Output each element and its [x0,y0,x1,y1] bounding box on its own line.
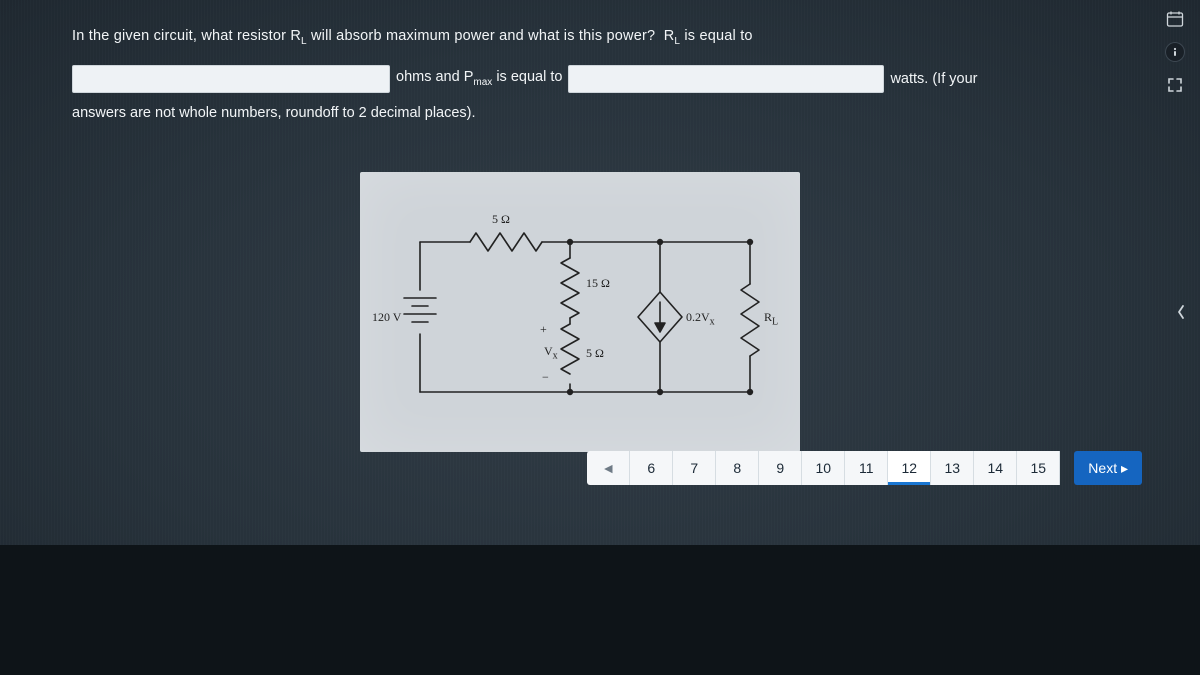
pager-7[interactable]: 7 [673,451,716,485]
label-vx: Vx [544,344,558,361]
question-line-3: answers are not whole numbers, roundoff … [72,105,1140,121]
pager-6[interactable]: 6 [630,451,673,485]
next-button[interactable]: Next ▸ [1074,451,1142,485]
question-block: In the given circuit, what resistor RL w… [72,28,1140,121]
label-rl: RL [764,310,778,327]
question-line-1: In the given circuit, what resistor RL w… [72,28,1140,47]
mid-text: ohms and Pmax is equal to [396,69,562,88]
collapse-chevron-icon[interactable] [1176,304,1186,325]
pager-prev[interactable]: ◄ [587,451,630,485]
screen: In the given circuit, what resistor RL w… [0,0,1200,675]
label-r15: 15 Ω [586,276,610,291]
pager-10[interactable]: 10 [802,451,845,485]
pager-13[interactable]: 13 [931,451,974,485]
bottom-band [0,545,1200,675]
side-toolbar [1160,8,1190,96]
expand-icon[interactable] [1164,74,1186,96]
question-text-1: In the given circuit, what resistor RL w… [72,28,753,44]
pager-15[interactable]: 15 [1017,451,1060,485]
vx-plus: + [540,322,547,337]
vx-minus: − [542,370,549,385]
info-icon[interactable] [1165,42,1185,62]
label-depsrc: 0.2Vx [686,310,715,327]
circuit-figure: 5 Ω 120 V 15 Ω 5 Ω Vx + − 0.2Vx RL [360,172,800,452]
tail-text: watts. (If your [890,71,977,87]
pager-11[interactable]: 11 [845,451,888,485]
pmax-input[interactable] [568,65,884,93]
label-r-top: 5 Ω [492,212,510,227]
pager-14[interactable]: 14 [974,451,1017,485]
label-source: 120 V [372,310,401,325]
circuit-svg [360,172,800,452]
pager-9[interactable]: 9 [759,451,802,485]
question-line-2: ohms and Pmax is equal to watts. (If you… [72,65,1140,93]
question-pager: ◄ 6 7 8 9 10 11 12 13 14 15 Next ▸ [587,451,1142,485]
label-r5: 5 Ω [586,346,604,361]
rl-input[interactable] [72,65,390,93]
pager-8[interactable]: 8 [716,451,759,485]
calendar-icon[interactable] [1164,8,1186,30]
pager-12[interactable]: 12 [888,451,931,485]
